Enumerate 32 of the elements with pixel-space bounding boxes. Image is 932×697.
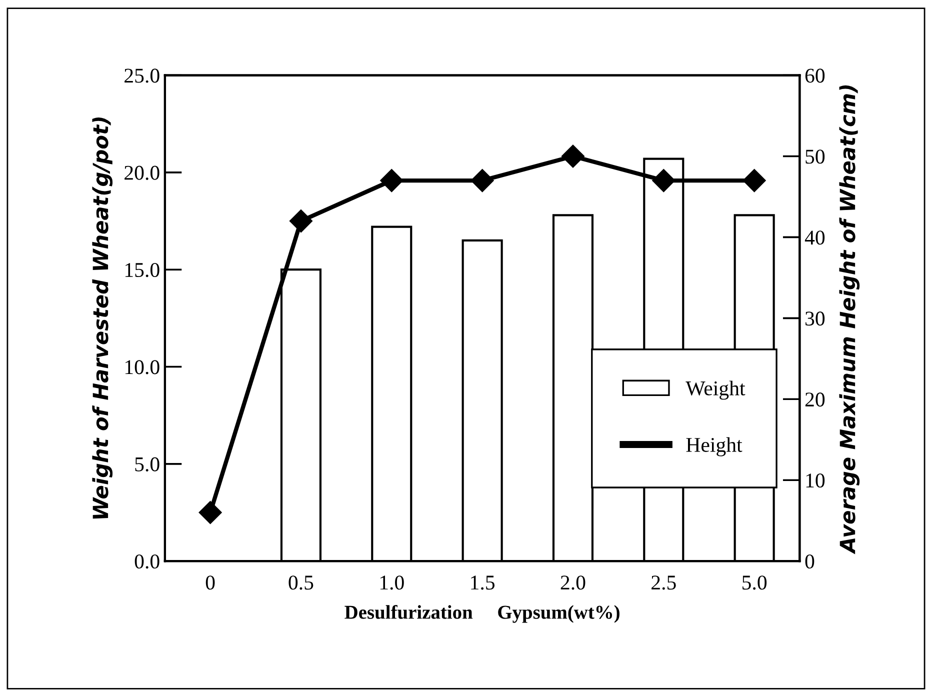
legend-label: Weight [686, 380, 746, 400]
y-tick-label: 20.0 [124, 166, 160, 180]
x-tick-label: 5.0 [742, 576, 767, 590]
y2-tick-label: 50 [806, 150, 825, 164]
y2-tick-label: 30 [806, 312, 825, 326]
point [380, 169, 404, 192]
x-tick-label: 0.5 [288, 576, 314, 590]
x-axis-title: Desulfurization Gypsum(wt%) [344, 604, 620, 623]
y2-tick-label: 0 [805, 554, 814, 569]
x-tick-label: 0 [206, 576, 215, 590]
y-tick-label: 15.0 [125, 262, 160, 278]
y-tick-label: 10.0 [125, 360, 160, 374]
x-tick-label: 1.5 [471, 576, 495, 590]
legend-label: Height [686, 437, 742, 456]
point [561, 144, 584, 168]
y-tick-label: 0.0 [134, 554, 160, 569]
y2-tick-label: 60 [805, 68, 825, 83]
y-axis-title: Weight of Harvested Wheat(g/pot) [92, 117, 113, 519]
point [742, 169, 766, 192]
point [198, 501, 222, 524]
x-tick-label: 1.0 [380, 576, 404, 590]
y2-tick-label: 10 [806, 473, 825, 488]
point [652, 169, 676, 192]
y-tick-label: 25.0 [124, 68, 160, 83]
y2-tick-label: 20 [805, 392, 825, 407]
y2-tick-label: 40 [804, 230, 825, 245]
y2-axis-title: Average Maximum Height of Wheat(cm) [839, 85, 860, 554]
y-tick-label: 5.0 [135, 457, 160, 472]
x-tick-label: 2.5 [652, 576, 676, 590]
point [470, 169, 494, 192]
point [289, 210, 312, 233]
x-tick-label: 2.0 [560, 576, 586, 590]
